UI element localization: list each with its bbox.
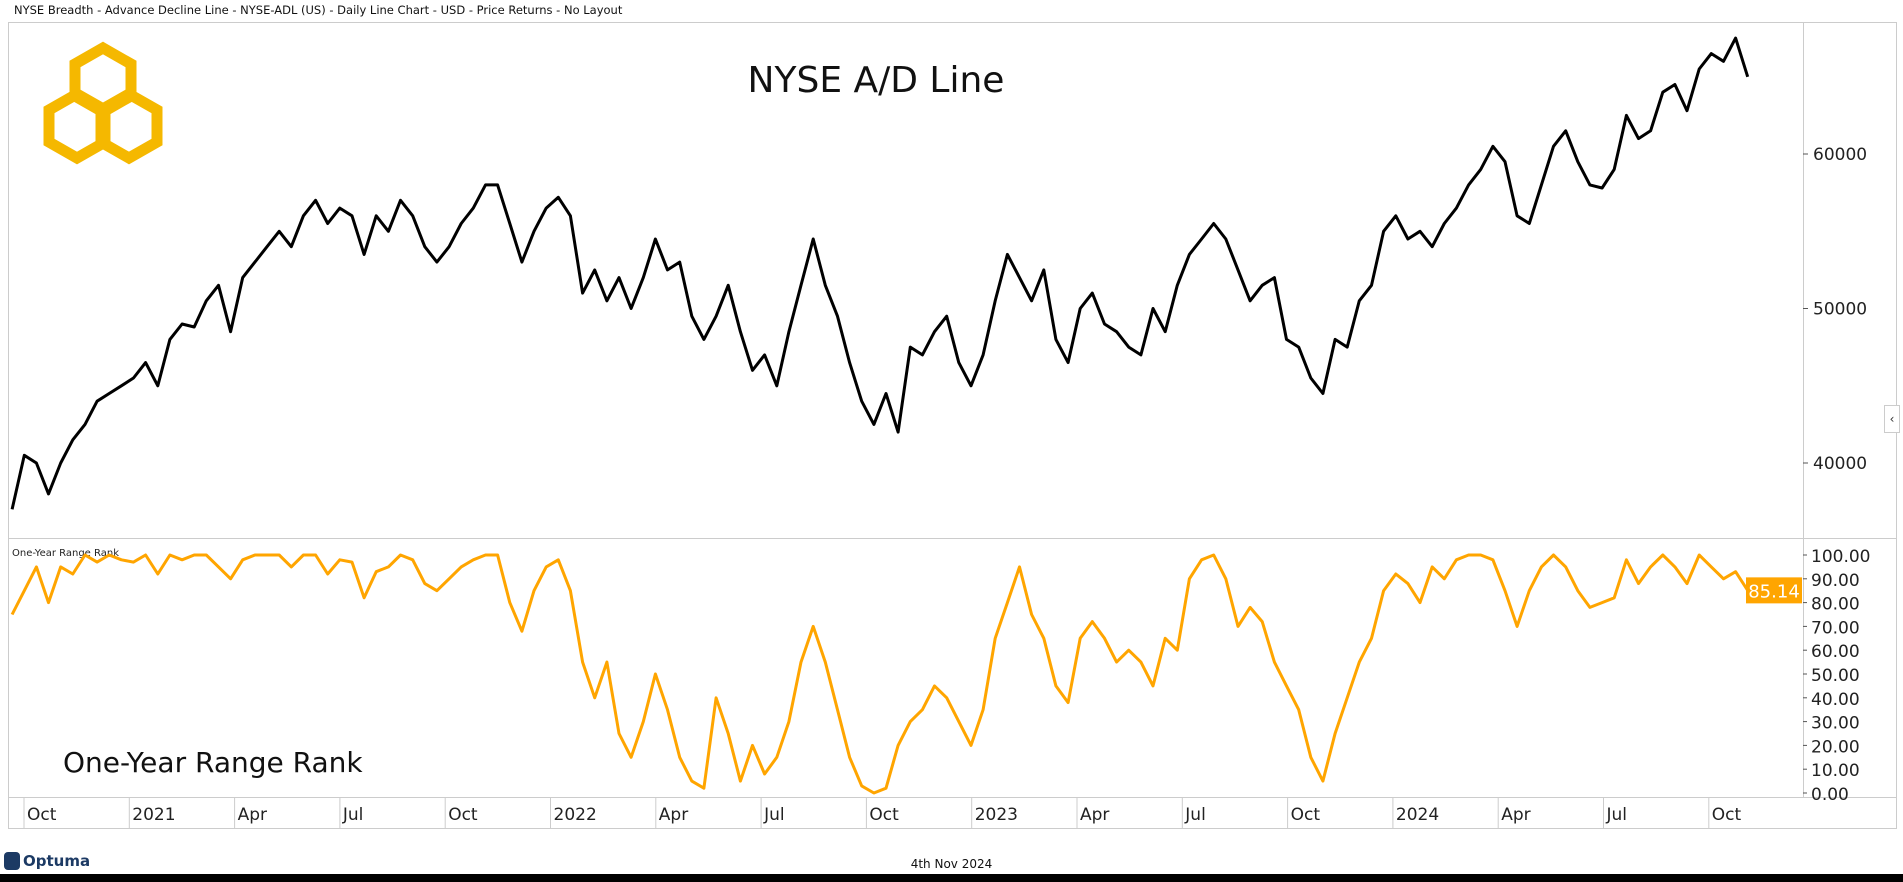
collapse-panel-button[interactable]: ‹ xyxy=(1884,405,1900,433)
last-value-label: 85.14 xyxy=(1748,581,1800,602)
chart-header-title: NYSE Breadth - Advance Decline Line - NY… xyxy=(14,3,623,17)
xaxis-tick-label: Apr xyxy=(1501,805,1530,825)
ad-line-series xyxy=(10,36,1750,510)
xaxis-tick-label: Apr xyxy=(1080,805,1109,825)
rank-yaxis-tick-label: 10.00 xyxy=(1811,761,1860,781)
rank-yaxis-tick-label: 40.00 xyxy=(1811,690,1860,710)
range-rank-series xyxy=(10,553,1749,795)
rank-yaxis-tick-label: 90.00 xyxy=(1811,571,1860,591)
xaxis-tick-label: Oct xyxy=(1712,805,1742,825)
xaxis-tick-label: 2023 xyxy=(975,805,1018,825)
optuma-brand: Optuma xyxy=(23,852,91,870)
indicator-panel-label: One-Year Range Rank xyxy=(12,548,119,559)
rank-yaxis-tick-label: 50.00 xyxy=(1811,666,1860,686)
xaxis-tick-label: 2022 xyxy=(554,805,597,825)
rank-yaxis-tick-label: 100.00 xyxy=(1811,547,1870,567)
yaxis-tick-label: 40000 xyxy=(1813,454,1867,474)
optuma-logo: Optuma xyxy=(4,852,90,870)
yaxis-tick-label: 50000 xyxy=(1813,300,1867,320)
rank-yaxis-tick-label: 20.00 xyxy=(1811,737,1860,757)
xaxis-tick-label: Jul xyxy=(1184,805,1206,825)
xaxis-tick-label: Oct xyxy=(869,805,899,825)
xaxis-tick-label: Apr xyxy=(659,805,688,825)
optuma-icon xyxy=(4,852,20,870)
brand-logo xyxy=(43,41,163,165)
xaxis-tick-label: Jul xyxy=(1606,805,1628,825)
rank-yaxis-tick-label: 0.00 xyxy=(1811,785,1849,805)
footer-bar xyxy=(0,874,1903,882)
footer-date: 4th Nov 2024 xyxy=(910,857,993,871)
xaxis-tick-label: 2024 xyxy=(1396,805,1439,825)
rank-yaxis-tick-label: 30.00 xyxy=(1811,714,1860,734)
xaxis-tick-label: Oct xyxy=(1291,805,1321,825)
xaxis-tick-label: Oct xyxy=(27,805,57,825)
chart-area[interactable]: NYSE A/D Line One-Year Range Rank One-Ye… xyxy=(0,0,1903,850)
xaxis-tick-label: Oct xyxy=(448,805,478,825)
rank-yaxis-tick-label: 80.00 xyxy=(1811,595,1860,615)
xaxis-tick-label: 2021 xyxy=(132,805,175,825)
yaxis-tick-label: 60000 xyxy=(1813,145,1867,165)
xaxis-tick-label: Apr xyxy=(238,805,267,825)
rank-yaxis-tick-label: 70.00 xyxy=(1811,618,1860,638)
last-value-badge: 85.14 xyxy=(1746,577,1802,604)
xaxis-tick-label: Jul xyxy=(763,805,785,825)
rank-yaxis-tick-label: 60.00 xyxy=(1811,642,1860,662)
xaxis-tick-label: Jul xyxy=(342,805,364,825)
main-chart-title: NYSE A/D Line xyxy=(748,60,1005,101)
indicator-title: One-Year Range Rank xyxy=(63,746,363,779)
